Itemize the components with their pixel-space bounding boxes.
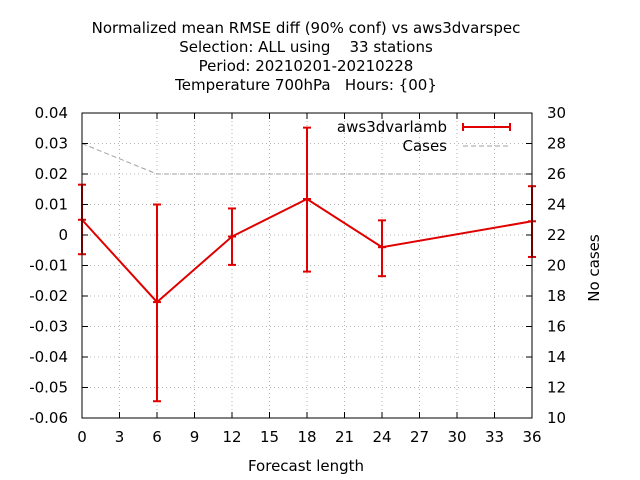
y-tick-label: 0: [58, 226, 68, 244]
cases-line: [81, 143, 532, 175]
y2-tick-label: 24: [547, 196, 566, 214]
y2-tick-label: 18: [547, 287, 566, 305]
y2-tick-label: 30: [547, 104, 566, 122]
aws3dvarlamb-line: [81, 197, 533, 304]
y-tick-label: -0.05: [29, 379, 68, 397]
y2-tick-label: 10: [547, 409, 566, 427]
chart-title: Normalized mean RMSE diff (90% conf) vs …: [92, 19, 521, 94]
y-tick-label: 0.03: [35, 135, 68, 153]
x-tick-label: 33: [485, 428, 504, 446]
y2-tick-label: 26: [547, 165, 566, 183]
x-tick-label: 6: [152, 428, 162, 446]
title-line-4: Temperature 700hPa Hours: {00}: [174, 76, 437, 94]
y-tick-label: -0.04: [29, 348, 68, 366]
legend-swatch-aws3dvarlamb: [462, 123, 511, 131]
y-tick-label: 0.02: [35, 165, 68, 183]
legend: aws3dvarlamb Cases: [337, 118, 511, 155]
x-tick-label: 3: [115, 428, 125, 446]
y-tick-label: 0.01: [35, 196, 68, 214]
x-tick-label: 18: [297, 428, 316, 446]
y-tick-label: 0.04: [35, 104, 68, 122]
axis-ticks: 0 3 6 9 12 15 18 21 24 27 30 33 36-0.06-0.05-0.04-0.…: [29, 104, 566, 446]
x-tick-label: 0: [77, 428, 87, 446]
y-tick-label: -0.03: [29, 318, 68, 336]
x-tick-label: 21: [335, 428, 354, 446]
series-layer: [78, 126, 536, 403]
y2-tick-label: 22: [547, 226, 566, 244]
legend-label-cases: Cases: [402, 137, 447, 155]
y2-tick-label: 20: [547, 257, 566, 275]
y2-tick-label: 16: [547, 318, 566, 336]
legend-label-aws3dvarlamb: aws3dvarlamb: [337, 118, 447, 136]
x-axis-label: Forecast length: [248, 457, 364, 475]
y2-tick-label: 28: [547, 135, 566, 153]
x-tick-label: 9: [190, 428, 200, 446]
x-tick-label: 27: [410, 428, 429, 446]
x-tick-label: 36: [522, 428, 541, 446]
y2-axis-label: No cases: [585, 234, 603, 302]
x-tick-label: 24: [372, 428, 391, 446]
y-tick-label: -0.02: [29, 287, 68, 305]
y2-tick-label: 14: [547, 348, 566, 366]
title-line-3: Period: 20210201-20210228: [199, 57, 414, 75]
title-line-1: Normalized mean RMSE diff (90% conf) vs …: [92, 19, 521, 37]
y-tick-label: -0.06: [29, 409, 68, 427]
y-tick-label: -0.01: [29, 257, 68, 275]
x-tick-label: 15: [260, 428, 279, 446]
y2-tick-label: 12: [547, 379, 566, 397]
x-tick-label: 12: [222, 428, 241, 446]
x-tick-label: 30: [447, 428, 466, 446]
title-line-2: Selection: ALL using 33 stations: [179, 38, 433, 56]
